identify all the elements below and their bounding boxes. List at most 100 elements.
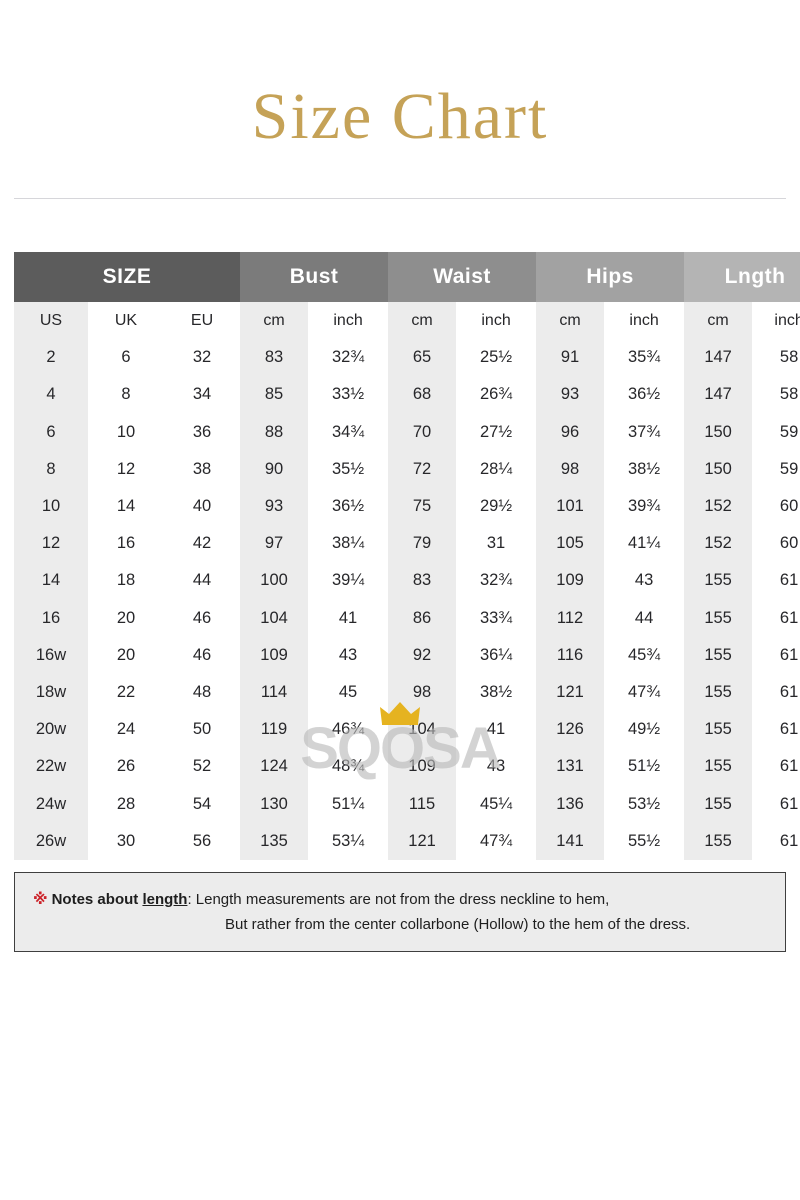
note-label: Notes about <box>51 891 143 908</box>
table-cell: 16 <box>88 525 164 563</box>
table-cell: 18 <box>88 562 164 600</box>
table-cell: 155 <box>684 562 753 600</box>
size-table: SIZE Bust Waist Hips Lngth US UK EU cm i… <box>14 252 800 860</box>
table-cell: 150 <box>684 450 753 488</box>
sub-header-waist-cm: cm <box>388 302 457 340</box>
table-cell: 16 <box>14 599 88 637</box>
table-cell: 91 <box>536 339 605 377</box>
table-cell: 26¾ <box>456 376 537 414</box>
group-header-bust: Bust <box>240 252 389 302</box>
table-cell: 37¾ <box>604 413 685 451</box>
table-cell: 147 <box>684 339 753 377</box>
table-cell: 18w <box>14 673 88 712</box>
table-cell: 38¼ <box>308 525 389 563</box>
table-cell: 42 <box>164 525 241 563</box>
table-cell: 32 <box>164 339 241 377</box>
table-cell: 6 <box>14 413 88 451</box>
table-body: 2 6 32 83 32¾ 65 25½ 91 35¾ 147 58 4 8 34 85 33½ 68 26¾ 93… <box>14 339 800 860</box>
table-cell: 26w <box>14 822 88 860</box>
table-cell: 155 <box>684 785 753 823</box>
table-cell: 90 <box>240 450 309 488</box>
group-header-waist: Waist <box>388 252 537 302</box>
table-cell: 43 <box>604 562 685 600</box>
table-cell: 44 <box>604 599 685 637</box>
table-row: 8 12 38 90 35½ 72 28¼ 98 38½ 150 59 <box>14 450 800 488</box>
table-cell: 14 <box>14 562 88 600</box>
sub-header-hips-cm: cm <box>536 302 605 340</box>
table-cell: 8 <box>14 450 88 488</box>
table-cell: 61 <box>752 748 800 786</box>
table-cell: 48 <box>164 673 241 712</box>
table-cell: 29½ <box>456 487 537 526</box>
table-cell: 109 <box>536 562 605 600</box>
table-cell: 96 <box>536 413 605 451</box>
table-cell: 141 <box>536 822 605 860</box>
table-cell: 41 <box>308 599 389 637</box>
note-text-1: : Length measurements are not from the d… <box>187 891 610 908</box>
table-cell: 46 <box>164 599 241 637</box>
table-cell: 35½ <box>308 450 389 488</box>
table-cell: 48¾ <box>308 748 389 786</box>
table-cell: 60 <box>752 525 800 563</box>
table-cell: 35¾ <box>604 339 685 377</box>
table-cell: 61 <box>752 636 800 674</box>
table-cell: 109 <box>388 748 457 786</box>
table-cell: 34 <box>164 376 241 414</box>
table-cell: 152 <box>684 525 753 563</box>
table-cell: 83 <box>240 339 309 377</box>
table-cell: 16w <box>14 636 88 674</box>
table-cell: 40 <box>164 487 241 526</box>
table-cell: 75 <box>388 487 457 526</box>
table-cell: 47¾ <box>604 673 685 712</box>
table-cell: 115 <box>388 785 457 823</box>
page-title: Size Chart <box>251 80 549 153</box>
table-cell: 46¾ <box>308 711 389 749</box>
table-cell: 45¼ <box>456 785 537 823</box>
note-line-1: ※ Notes about length: Length measurements… <box>33 887 767 912</box>
table-cell: 54 <box>164 785 241 823</box>
table-cell: 56 <box>164 822 241 860</box>
table-cell: 36½ <box>604 376 685 414</box>
table-cell: 136 <box>536 785 605 823</box>
sub-header-length-cm: cm <box>684 302 753 340</box>
table-cell: 83 <box>388 562 457 600</box>
table-cell: 45 <box>308 673 389 712</box>
table-cell: 51½ <box>604 748 685 786</box>
table-cell: 150 <box>684 413 753 451</box>
table-cell: 155 <box>684 822 753 860</box>
notes-box: ※ Notes about length: Length measurements… <box>14 872 786 952</box>
table-row: 10 14 40 93 36½ 75 29½ 101 39¾ 152 60 <box>14 487 800 526</box>
note-line-2: But rather from the center collarbone (H… <box>225 916 691 933</box>
table-cell: 53½ <box>604 785 685 823</box>
table-cell: 61 <box>752 711 800 749</box>
table-cell: 41¼ <box>604 525 685 563</box>
table-row: 4 8 34 85 33½ 68 26¾ 93 36½ 147 58 <box>14 376 800 414</box>
table-cell: 33¾ <box>456 599 537 637</box>
table-row: 26w 30 56 135 53¼ 121 47¾ 141 55½ 155 61 <box>14 822 800 860</box>
table-row: 6 10 36 88 34¾ 70 27½ 96 37¾ 150 59 <box>14 413 800 451</box>
group-header-size: SIZE <box>14 252 241 302</box>
table-cell: 126 <box>536 711 605 749</box>
table-row: 12 16 42 97 38¼ 79 31 105 41¼ 152 60 <box>14 525 800 563</box>
group-header-length: Lngth <box>684 252 800 302</box>
table-cell: 45¾ <box>604 636 685 674</box>
table-cell: 52 <box>164 748 241 786</box>
table-cell: 109 <box>240 636 309 674</box>
table-row: 14 18 44 100 39¼ 83 32¾ 109 43 155 61 <box>14 562 800 600</box>
table-cell: 93 <box>536 376 605 414</box>
table-cell: 85 <box>240 376 309 414</box>
table-cell: 155 <box>684 636 753 674</box>
table-cell: 38 <box>164 450 241 488</box>
sub-header-us: US <box>14 302 88 340</box>
table-cell: 155 <box>684 673 753 712</box>
table-cell: 61 <box>752 562 800 600</box>
table-cell: 41 <box>456 711 537 749</box>
table-cell: 49½ <box>604 711 685 749</box>
table-cell: 152 <box>684 487 753 526</box>
table-cell: 12 <box>88 450 164 488</box>
table-cell: 22w <box>14 748 88 786</box>
table-cell: 59 <box>752 413 800 451</box>
table-row: 16w 20 46 109 43 92 36¼ 116 45¾ 155 61 <box>14 636 800 674</box>
table-row: 22w 26 52 124 48¾ 109 43 131 51½ 155 61 <box>14 748 800 786</box>
table-cell: 12 <box>14 525 88 563</box>
